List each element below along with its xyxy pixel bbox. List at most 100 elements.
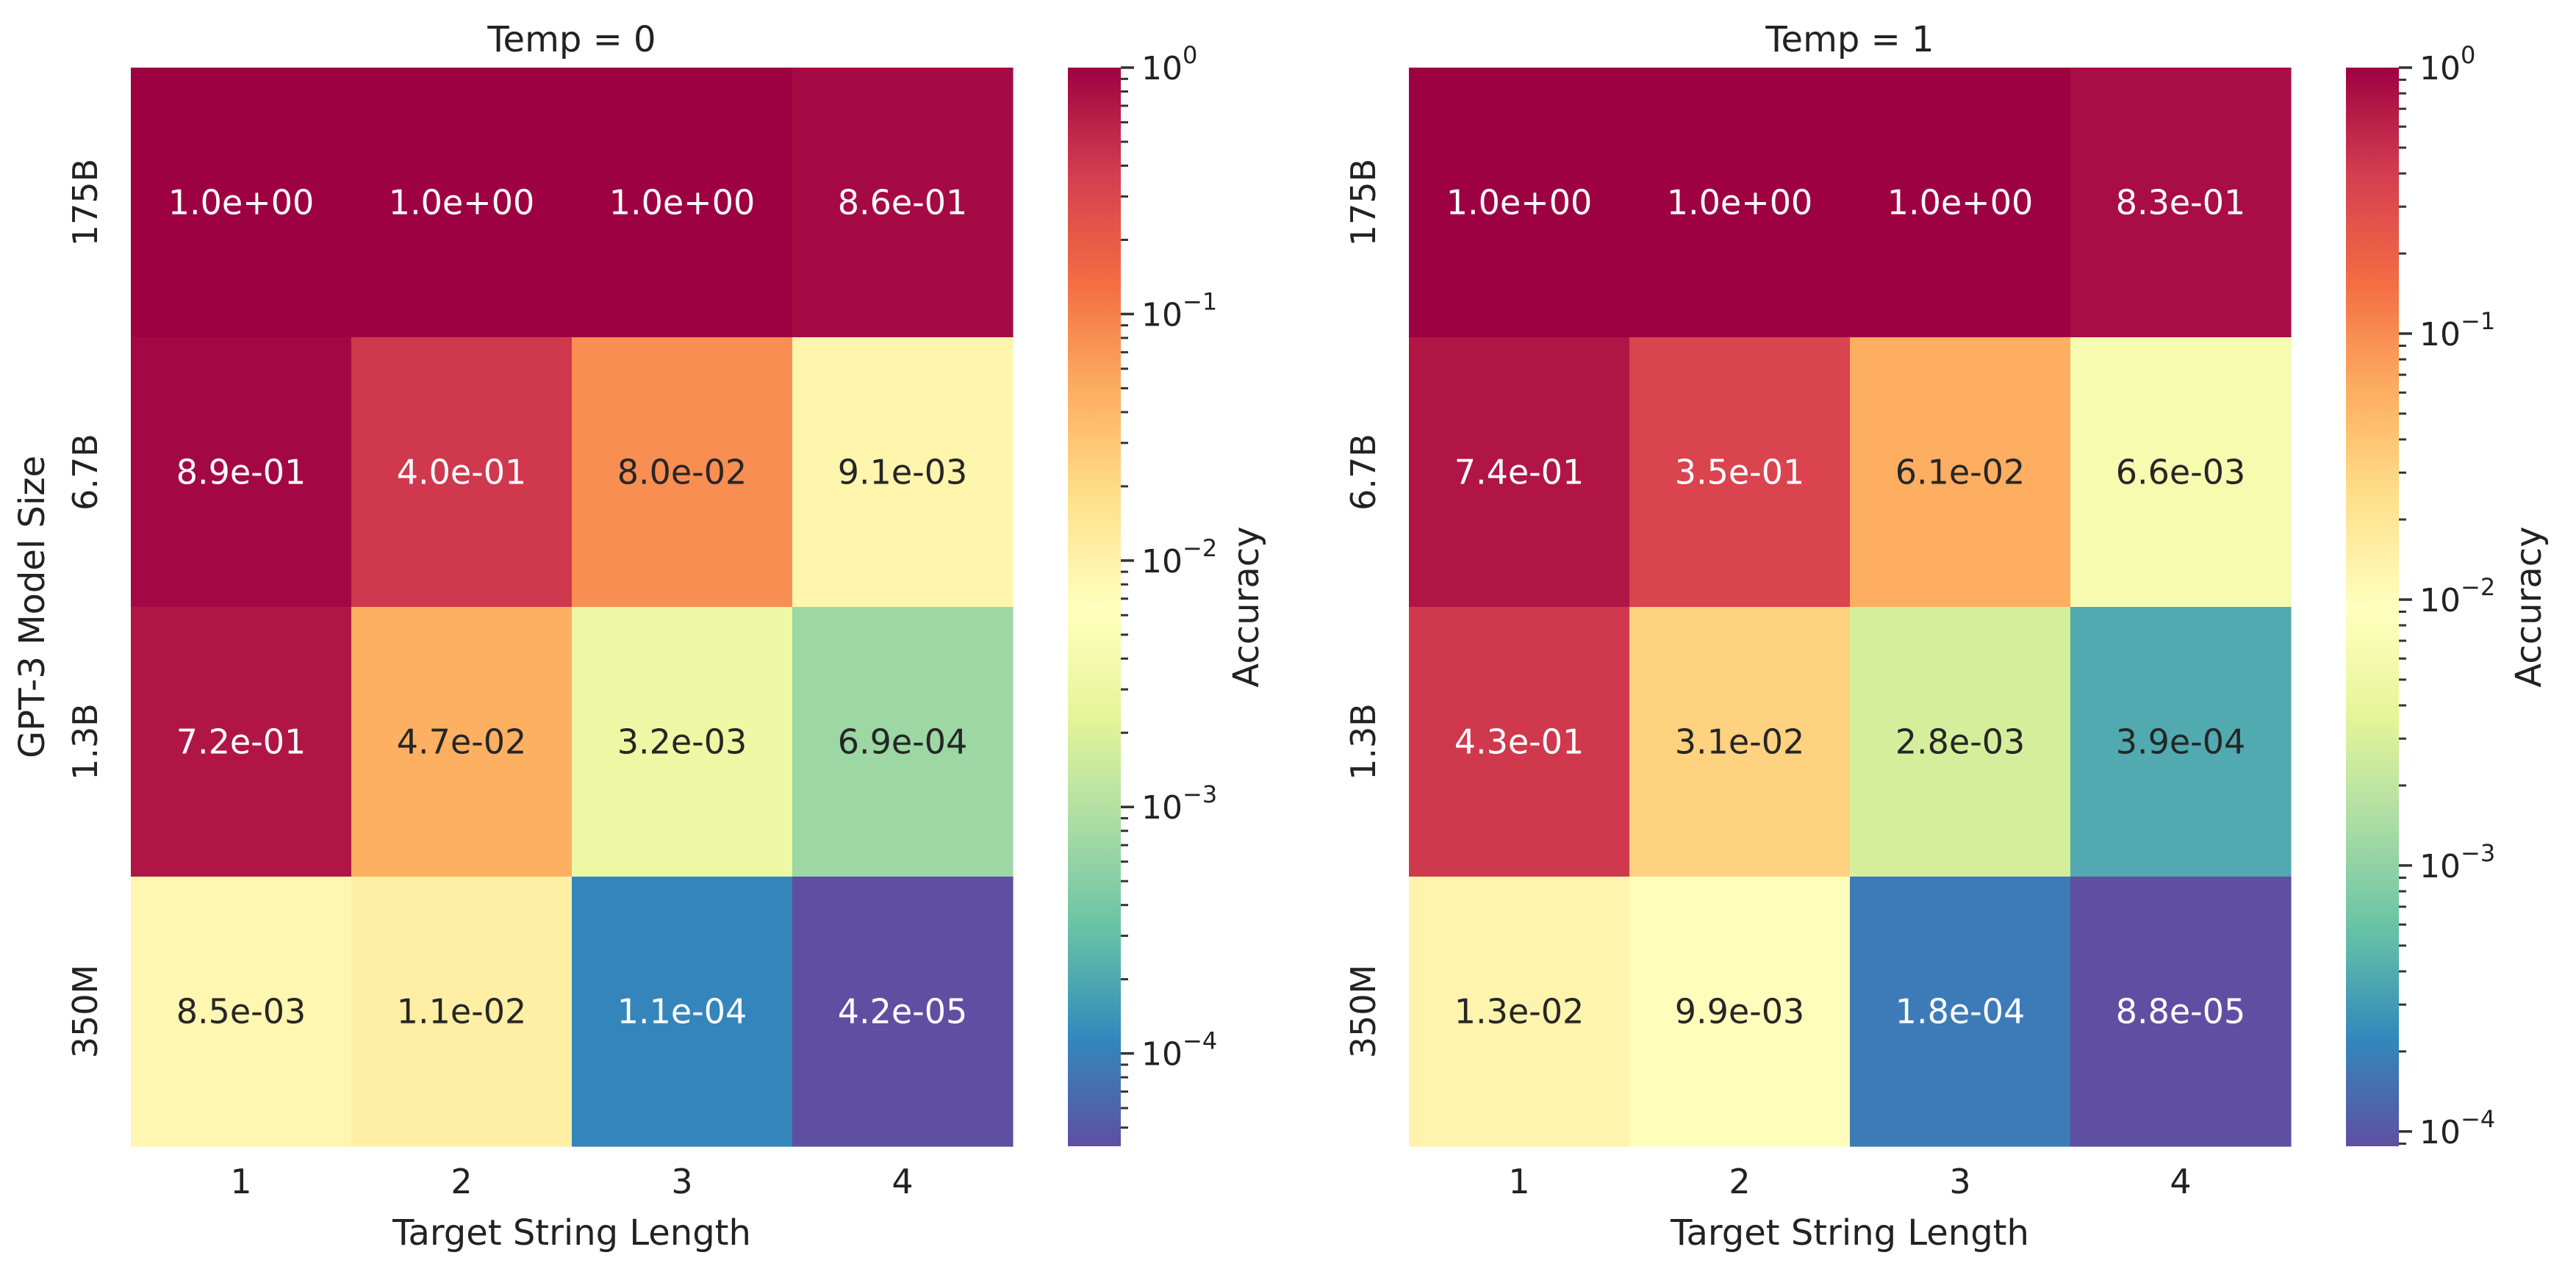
cell-value-label: 3.2e-03 xyxy=(617,722,747,762)
y-tick-label: 350M xyxy=(1343,965,1383,1059)
heatmap-cell xyxy=(131,607,352,877)
x-tick-label: 4 xyxy=(891,1162,913,1201)
heatmap-cell xyxy=(572,877,793,1147)
heatmap-cell xyxy=(1409,877,1630,1147)
cell-value-label: 1.0e+00 xyxy=(1667,183,1813,223)
heatmap-cell xyxy=(1850,607,2071,877)
heatmap-cell xyxy=(351,337,573,608)
heatmap-cell xyxy=(1629,68,1851,338)
cell-value-label: 4.2e-05 xyxy=(838,992,968,1032)
y-tick-label: 1.3B xyxy=(65,703,105,780)
heatmap-cell xyxy=(792,68,1013,338)
cell-value-label: 8.9e-01 xyxy=(176,453,306,492)
x-tick-label: 1 xyxy=(1508,1162,1529,1201)
colorbar-tick-label: 10−3 xyxy=(1141,780,1217,827)
cell-value-label: 6.6e-03 xyxy=(2116,453,2246,492)
heatmap-cell xyxy=(792,337,1013,608)
cell-value-label: 8.3e-01 xyxy=(2116,183,2246,223)
colorbar-tick-label: 100 xyxy=(2419,41,2475,87)
y-tick-label: 1.3B xyxy=(1343,703,1383,780)
cell-value-label: 4.7e-02 xyxy=(397,722,527,762)
heatmap-cell xyxy=(1850,68,2071,338)
cell-value-label: 4.0e-01 xyxy=(397,453,527,492)
cell-value-label: 1.0e+00 xyxy=(1887,183,2034,223)
cell-value-label: 1.1e-04 xyxy=(617,992,747,1032)
heatmap-cell xyxy=(351,877,573,1147)
colorbar-tick-label: 10−4 xyxy=(2419,1105,2495,1151)
heatmap-cell xyxy=(792,607,1013,877)
cell-value-label: 7.4e-01 xyxy=(1454,453,1585,492)
colorbar-tick-label: 10−2 xyxy=(1141,534,1217,580)
cell-value-label: 7.2e-01 xyxy=(176,722,306,762)
heatmap-cell xyxy=(572,68,793,338)
y-tick-label: 6.7B xyxy=(1343,434,1383,511)
cell-value-label: 9.9e-03 xyxy=(1675,992,1805,1032)
cell-value-label: 1.3e-02 xyxy=(1454,992,1585,1032)
cell-value-label: 2.8e-03 xyxy=(1895,722,2026,762)
cell-value-label: 3.5e-01 xyxy=(1675,453,1805,492)
cell-value-label: 8.6e-01 xyxy=(838,183,968,223)
panel-title: Temp = 1 xyxy=(1765,19,1934,60)
colorbar-tick-label: 10−4 xyxy=(1141,1027,1217,1074)
colorbar-tick-label: 10−1 xyxy=(1141,287,1217,334)
heatmap-cell xyxy=(1629,877,1851,1147)
colorbar-tick-label: 10−3 xyxy=(2419,839,2495,885)
cell-value-label: 6.9e-04 xyxy=(838,722,968,762)
heatmap-cell xyxy=(351,68,573,338)
heatmap-cell xyxy=(2070,337,2292,608)
heatmap-cell xyxy=(1850,877,2071,1147)
heatmap-cell xyxy=(572,337,793,608)
colorbar-tick-label: 100 xyxy=(1141,41,1197,87)
cell-value-label: 1.0e+00 xyxy=(389,183,535,223)
heatmap-cell xyxy=(131,337,352,608)
y-tick-label: 175B xyxy=(65,159,105,246)
cell-value-label: 8.0e-02 xyxy=(617,453,747,492)
heatmap-cell xyxy=(1850,337,2071,608)
y-tick-label: 6.7B xyxy=(65,434,105,511)
cell-value-label: 9.1e-03 xyxy=(838,453,968,492)
y-axis-label: GPT-3 Model Size xyxy=(12,456,53,758)
x-tick-label: 4 xyxy=(2170,1162,2191,1201)
panel-title: Temp = 0 xyxy=(487,19,656,60)
x-tick-label: 3 xyxy=(671,1162,692,1201)
cell-value-label: 6.1e-02 xyxy=(1895,453,2026,492)
colorbar xyxy=(1068,68,1121,1146)
x-axis-label: Target String Length xyxy=(392,1212,751,1254)
cell-value-label: 1.0e+00 xyxy=(168,183,315,223)
heatmap-cell xyxy=(792,877,1013,1147)
heatmap-cell xyxy=(1629,607,1851,877)
heatmap-cell xyxy=(131,877,352,1147)
cell-value-label: 3.9e-04 xyxy=(2116,722,2246,762)
colorbar-label: Accuracy xyxy=(1226,526,1267,687)
cell-value-label: 1.0e+00 xyxy=(609,183,756,223)
x-tick-label: 2 xyxy=(451,1162,472,1201)
x-tick-label: 3 xyxy=(1949,1162,1970,1201)
cell-value-label: 1.1e-02 xyxy=(397,992,527,1032)
heatmap-cell xyxy=(2070,607,2292,877)
x-axis-label: Target String Length xyxy=(1670,1212,2029,1254)
heatmap-cell xyxy=(2070,877,2292,1147)
heatmap-cell xyxy=(572,607,793,877)
heatmap-panel-temp-0: Temp = 0 1.0e+00 1.0e+00 1.0e+00 8.6e-01 8.9e… xyxy=(12,19,1267,1254)
heatmap-cell xyxy=(1629,337,1851,608)
heatmap-cell xyxy=(1409,337,1630,608)
cell-value-label: 8.8e-05 xyxy=(2116,992,2246,1032)
heatmap-cell xyxy=(351,607,573,877)
heatmap-cell xyxy=(1409,607,1630,877)
x-tick-label: 2 xyxy=(1729,1162,1750,1201)
x-tick-label: 1 xyxy=(230,1162,251,1201)
cell-value-label: 4.3e-01 xyxy=(1454,722,1585,762)
colorbar-tick-label: 10−2 xyxy=(2419,573,2495,619)
colorbar xyxy=(2346,68,2399,1146)
cell-value-label: 1.0e+00 xyxy=(1446,183,1593,223)
cell-value-label: 8.5e-03 xyxy=(176,992,306,1032)
colorbar-tick-label: 10−1 xyxy=(2419,307,2495,353)
heatmap-panel-temp-1: Temp = 1 1.0e+00 1.0e+00 1.0e+00 8.3e-01 7.4e… xyxy=(1343,19,2550,1254)
cell-value-label: 1.8e-04 xyxy=(1895,992,2026,1032)
heatmap-cell xyxy=(131,68,352,338)
y-tick-label: 175B xyxy=(1343,159,1383,246)
y-tick-label: 350M xyxy=(65,965,105,1059)
heatmap-cell xyxy=(2070,68,2292,338)
heatmap-cell xyxy=(1409,68,1630,338)
